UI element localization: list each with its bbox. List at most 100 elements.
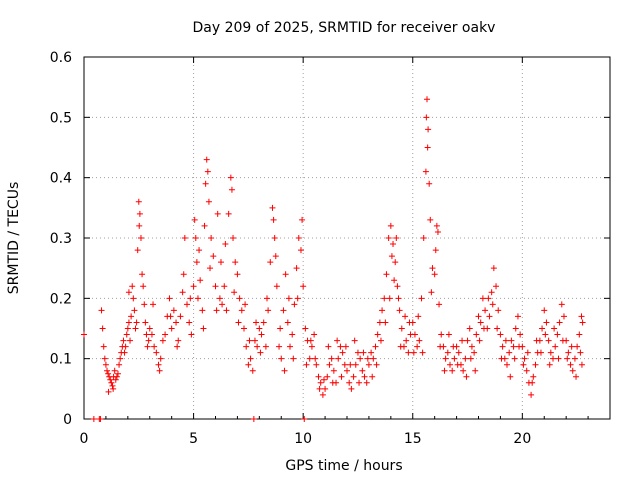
data-point [137, 235, 144, 241]
data-point [565, 349, 572, 356]
data-point [141, 301, 148, 308]
data-point [105, 388, 112, 395]
data-point [382, 319, 389, 326]
data-point [545, 337, 552, 344]
data-point [128, 313, 135, 320]
data-point [326, 361, 333, 368]
axis-tick-labels: 0 0.1 0.2 0.3 0.4 0.5 0.6 0 5 10 15 20 [50, 50, 532, 447]
data-point [307, 337, 314, 344]
data-point [204, 168, 211, 175]
data-point [146, 325, 153, 332]
data-point [363, 379, 370, 386]
data-point [578, 313, 585, 320]
data-point [434, 228, 441, 235]
data-point [328, 355, 335, 362]
data-point [199, 307, 206, 314]
y-tick-label: 0.4 [50, 171, 72, 187]
data-point [302, 325, 309, 332]
data-point [342, 343, 349, 350]
data-point [429, 265, 436, 272]
data-point [202, 180, 209, 187]
data-point [451, 355, 458, 362]
data-point [368, 349, 375, 356]
data-point [559, 337, 566, 344]
data-point [338, 373, 345, 380]
data-point [228, 186, 235, 193]
data-point [554, 331, 561, 338]
data-point [529, 379, 536, 386]
data-point [344, 367, 350, 374]
data-point [359, 367, 366, 374]
data-point [542, 331, 549, 338]
data-point [277, 325, 284, 332]
data-point [143, 331, 150, 338]
data-point [272, 253, 279, 260]
data-point [463, 373, 470, 380]
data-point [238, 307, 245, 314]
data-point [490, 265, 497, 272]
data-point [394, 283, 401, 290]
data-point [466, 325, 473, 332]
data-point [370, 355, 377, 362]
data-point [175, 337, 182, 344]
data-point [352, 361, 359, 368]
data-point [447, 361, 454, 368]
data-point [188, 331, 195, 338]
y-tick-label: 0.6 [50, 50, 72, 66]
data-point [235, 319, 242, 326]
data-point [403, 337, 410, 344]
data-point [232, 259, 239, 266]
y-tick-label: 0.2 [50, 291, 72, 307]
data-point [299, 216, 306, 223]
data-point [168, 325, 175, 332]
data-point [293, 265, 300, 272]
chart-title: Day 209 of 2025, SRMTID for receiver oak… [193, 20, 496, 36]
data-point [317, 379, 324, 386]
data-point [153, 349, 160, 356]
data-point [464, 337, 471, 344]
data-point [521, 355, 528, 362]
data-point [569, 367, 576, 374]
data-point [354, 349, 361, 356]
data-point [251, 337, 258, 344]
data-point [136, 210, 143, 217]
data-point [116, 361, 123, 368]
data-point [312, 355, 319, 362]
data-point [136, 222, 143, 229]
data-point [320, 376, 327, 383]
data-point [397, 343, 404, 350]
data-point [444, 349, 451, 356]
data-point [100, 343, 107, 350]
data-point [329, 379, 336, 386]
data-point [313, 361, 320, 368]
data-point [482, 307, 489, 314]
data-point [547, 349, 554, 356]
data-point [205, 198, 212, 205]
data-point [117, 355, 124, 362]
data-point [201, 222, 208, 229]
data-point [174, 343, 181, 350]
data-point [217, 259, 224, 266]
data-point [246, 337, 253, 344]
data-point [475, 313, 482, 320]
data-point [568, 343, 575, 350]
data-point [495, 307, 502, 314]
data-point [221, 283, 228, 290]
data-point [140, 283, 147, 290]
data-point [216, 295, 223, 302]
data-point [577, 349, 584, 356]
data-point [133, 319, 140, 326]
data-point [330, 367, 337, 374]
data-point [122, 343, 129, 350]
data-point [550, 355, 557, 362]
data-point [247, 355, 254, 362]
data-point [454, 361, 461, 368]
data-point [373, 361, 380, 368]
x-axis-title: GPS time / hours [285, 458, 402, 474]
data-point [485, 295, 492, 302]
data-point [415, 313, 422, 320]
data-point [426, 180, 433, 187]
data-point [294, 295, 301, 302]
data-point [250, 416, 257, 422]
